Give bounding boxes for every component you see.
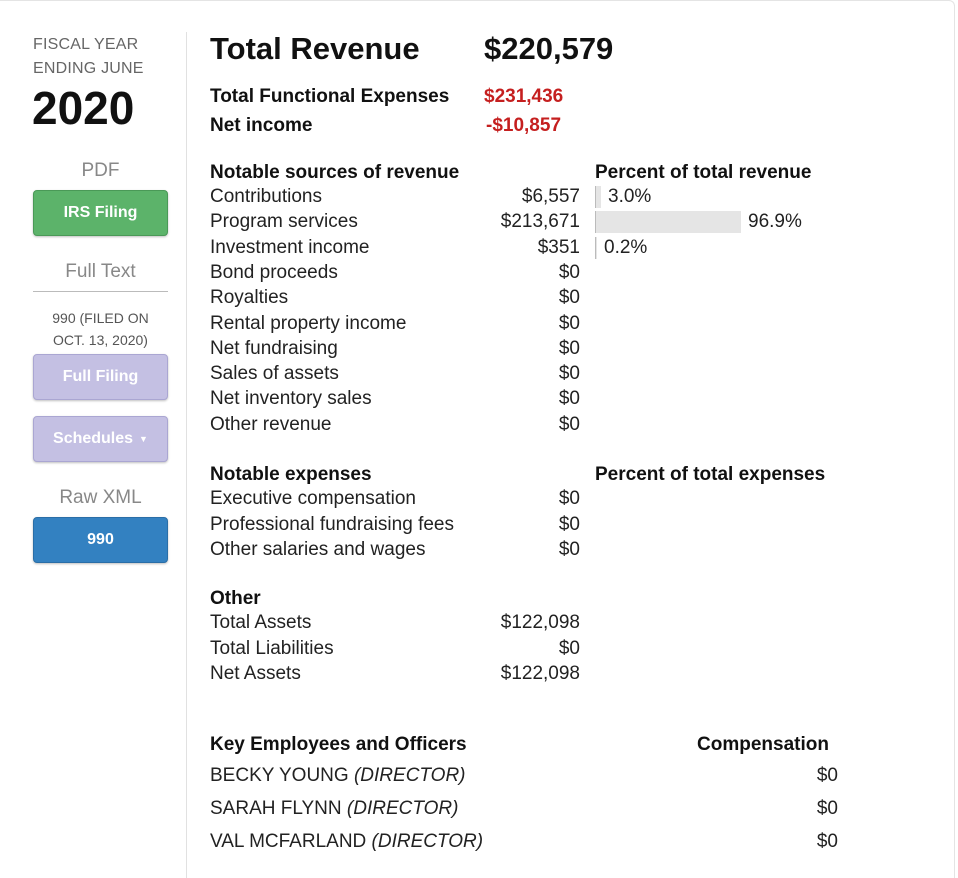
employee-name: BECKY YOUNG (DIRECTOR) (210, 765, 466, 787)
revenue-row-label: Royalties (210, 287, 289, 308)
filing-date-note: 990 (FILED ON OCT. 13, 2020) (33, 307, 168, 351)
functional-expenses-label: Total Functional Expenses (210, 86, 450, 107)
expenses-percent-title: Percent of total expenses (595, 464, 826, 485)
revenue-row-value: $351 (537, 237, 580, 258)
other-row-label: Net Assets (210, 663, 301, 684)
revenue-row-label: Program services (210, 211, 358, 232)
revenue-row-value: $213,671 (500, 211, 580, 232)
net-income-label: Net income (210, 115, 313, 136)
fiscal-year-line2: ENDING JUNE (33, 60, 144, 77)
revenue-percent-bar: 3.0% (595, 186, 895, 208)
xml-990-label: 990 (87, 531, 114, 548)
expense-row-value: $0 (558, 539, 580, 560)
caret-down-icon: ▼ (139, 434, 148, 444)
revenue-row-label: Rental property income (210, 313, 407, 334)
fiscal-year: 2020 (32, 82, 135, 134)
percent-label: 0.2% (604, 237, 648, 258)
sidebar-divider (186, 32, 187, 878)
other-row-value: $122,098 (500, 663, 580, 684)
revenue-row-value: $6,557 (521, 186, 580, 207)
percent-bar-fill (595, 237, 597, 259)
other-row-value: $0 (558, 638, 580, 659)
employee-name-text: BECKY YOUNG (210, 765, 349, 786)
net-income-value: -$10,857 (486, 115, 562, 136)
expense-row-label: Executive compensation (210, 488, 416, 509)
employee-name-text: SARAH FLYNN (210, 798, 342, 819)
employee-name: VAL MCFARLAND (DIRECTOR) (210, 831, 483, 853)
percent-bar-fill (595, 186, 601, 208)
revenue-row-label: Net fundraising (210, 338, 338, 359)
percent-label: 96.9% (748, 211, 802, 232)
irs-filing-label: IRS Filing (63, 204, 138, 221)
revenue-percent-title: Percent of total revenue (595, 162, 812, 183)
employee-role: (DIRECTOR) (371, 831, 484, 852)
expenses-section-title: Notable expenses (210, 464, 372, 485)
filed-line2: OCT. 13, 2020) (53, 332, 148, 348)
xml-990-button[interactable]: 990 (33, 517, 168, 563)
revenue-row-label: Bond proceeds (210, 262, 338, 283)
employee-name-text: VAL MCFARLAND (210, 831, 367, 852)
full-filing-button[interactable]: Full Filing (33, 354, 168, 400)
revenue-row-value: $0 (558, 414, 580, 435)
other-row-label: Total Assets (210, 612, 312, 633)
expense-row-label: Professional fundraising fees (210, 514, 454, 535)
revenue-row-label: Sales of assets (210, 363, 339, 384)
employee-name: SARAH FLYNN (DIRECTOR) (210, 798, 458, 820)
employee-compensation: $0 (816, 765, 838, 786)
total-revenue-value: $220,579 (484, 31, 614, 66)
revenue-row-label: Investment income (210, 237, 370, 258)
other-section-title: Other (210, 588, 261, 609)
expense-row-value: $0 (558, 488, 580, 509)
compensation-title: Compensation (697, 734, 829, 755)
full-text-heading: Full Text (33, 261, 168, 292)
revenue-percent-bar: 96.9% (595, 211, 895, 233)
raw-xml-heading: Raw XML (59, 487, 142, 508)
pdf-heading: PDF (81, 160, 120, 181)
employee-role: (DIRECTOR) (346, 798, 459, 819)
full-filing-label: Full Filing (62, 368, 139, 385)
schedules-label: Schedules (53, 430, 134, 447)
revenue-section-title: Notable sources of revenue (210, 162, 460, 183)
filed-line1: 990 (FILED ON (52, 310, 149, 326)
revenue-row-value: $0 (558, 287, 580, 308)
other-row-value: $122,098 (500, 612, 580, 633)
fiscal-year-label: FISCAL YEAR ENDING JUNE (33, 33, 144, 81)
revenue-row-value: $0 (558, 262, 580, 283)
total-revenue-label: Total Revenue (210, 31, 420, 66)
revenue-row-label: Contributions (210, 186, 322, 207)
employee-compensation: $0 (816, 831, 838, 852)
revenue-row-label: Other revenue (210, 414, 332, 435)
employee-role: (DIRECTOR) (353, 765, 466, 786)
functional-expenses-value: $231,436 (484, 86, 564, 107)
schedules-dropdown-button[interactable]: Schedules ▼ (33, 416, 168, 462)
irs-filing-button[interactable]: IRS Filing (33, 190, 168, 236)
percent-bar-fill (595, 211, 741, 233)
percent-label: 3.0% (608, 186, 652, 207)
revenue-row-label: Net inventory sales (210, 388, 372, 409)
employee-compensation: $0 (816, 798, 838, 819)
revenue-row-value: $0 (558, 388, 580, 409)
revenue-percent-bar: 0.2% (595, 237, 895, 259)
expense-row-value: $0 (558, 514, 580, 535)
revenue-row-value: $0 (558, 313, 580, 334)
expense-row-label: Other salaries and wages (210, 539, 426, 560)
revenue-row-value: $0 (558, 363, 580, 384)
other-row-label: Total Liabilities (210, 638, 334, 659)
revenue-row-value: $0 (558, 338, 580, 359)
employees-section-title: Key Employees and Officers (210, 734, 467, 755)
fiscal-year-line1: FISCAL YEAR (33, 36, 139, 53)
